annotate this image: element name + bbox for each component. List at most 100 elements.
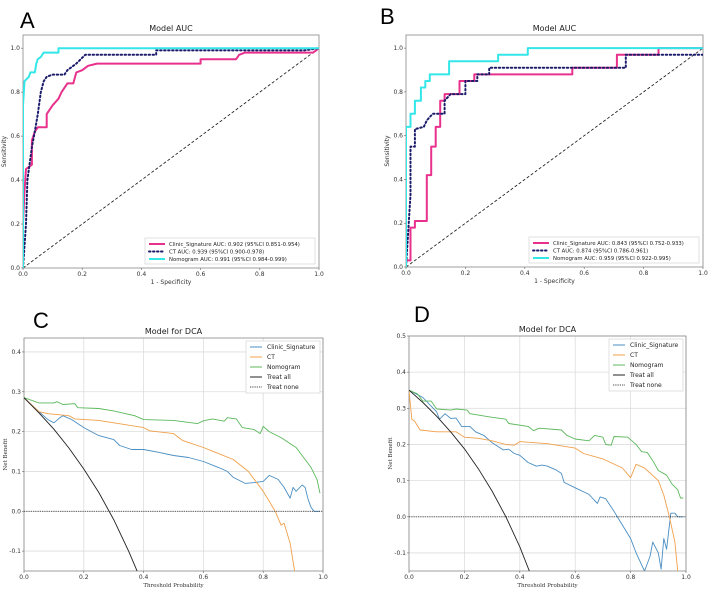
y-tick-label: 0.4 xyxy=(393,176,403,183)
series-line-nomogram xyxy=(406,47,703,267)
legend-label: CT AUC: 0.939 (95%CI 0.900-0.978) xyxy=(169,250,264,256)
series-line-nomogram xyxy=(23,47,319,268)
y-tick-label: 0.4 xyxy=(11,349,21,356)
legend-label: Treat all xyxy=(629,372,654,379)
y-tick-label: 0.0 xyxy=(396,514,406,521)
y-axis-label: Net Benefit xyxy=(3,438,9,471)
y-tick-label: 1.0 xyxy=(10,45,20,52)
legend-label: Treat all xyxy=(266,374,291,381)
x-axis-label: 1 - Specificity xyxy=(534,278,575,285)
legend: Clinic_Signature AUC: 0.902 (95%CI 0.851… xyxy=(144,237,316,265)
panel-label: B xyxy=(380,4,395,29)
legend-box xyxy=(528,236,700,264)
x-tick-label: 0.0 xyxy=(18,271,28,278)
x-tick-label: 0.6 xyxy=(196,271,206,278)
x-tick-label: 0.2 xyxy=(79,574,89,581)
reference-diagonal xyxy=(405,47,704,268)
y-tick-label: 0.4 xyxy=(10,177,20,184)
x-tick-label: 0.4 xyxy=(139,574,149,581)
y-tick-label: 0.2 xyxy=(396,441,406,448)
x-tick-label: 0.6 xyxy=(579,270,589,277)
y-tick-label: 0.6 xyxy=(393,133,403,140)
reference-diagonal xyxy=(22,47,320,269)
panel-b: B Model AUC 0.0 0.2 0.4 0.6 0.8 1.0 0.0 0.2 0.4 0.6… xyxy=(380,4,708,285)
x-tick-label: 0.8 xyxy=(626,574,636,581)
x-tick-label: 0.4 xyxy=(520,270,530,277)
legend-label: Clinic_Signature xyxy=(630,342,679,349)
plot-frame xyxy=(408,335,687,572)
y-tick-label: 0.1 xyxy=(11,468,21,475)
legend-label: Treat none xyxy=(266,384,299,391)
legend-label: CT xyxy=(267,354,275,361)
legend: Clinic_Signature CT Nomogram Treat all Treat… xyxy=(608,338,684,392)
legend-label: Nomogram AUC: 0.959 (95%CI 0.922-0.995) xyxy=(553,256,671,262)
y-tick-label: 0.5 xyxy=(396,333,406,340)
x-axis-label: Threshold Probability xyxy=(143,583,204,589)
plot-frame xyxy=(405,34,704,268)
legend-label: Clinic_Signature AUC: 0.902 (95%CI 0.851… xyxy=(169,242,300,248)
y-axis-label: Sensitivity xyxy=(384,135,391,167)
y-tick-label: 0.3 xyxy=(396,405,406,412)
x-tick-label: 1.0 xyxy=(318,574,328,581)
panel-label: C xyxy=(33,308,49,333)
y-axis-label: Sensitivity xyxy=(1,135,8,167)
legend: Clinic_Signature CT Nomogram Treat all Treat… xyxy=(245,340,321,394)
y-tick-label: 0.3 xyxy=(11,389,21,396)
series-line-ct xyxy=(23,47,319,268)
legend-label: Nomogram xyxy=(267,364,301,371)
panel-a: A Model AUC 0.0 0.2 0.4 0.6 0.8 1.0 0.0 0.2 0.4 0.6… xyxy=(1,8,324,286)
x-tick-label: 0.0 xyxy=(404,574,414,581)
y-tick-label: 0.1 xyxy=(396,478,406,485)
x-tick-label: 0.6 xyxy=(199,574,209,581)
x-tick-label: 0.0 xyxy=(401,270,411,277)
x-tick-label: 0.4 xyxy=(515,574,525,581)
y-tick-label: 0.0 xyxy=(11,508,21,515)
y-tick-label: 0.0 xyxy=(393,264,403,271)
x-tick-label: 0.4 xyxy=(137,271,147,278)
y-axis-label: Net Benefit xyxy=(388,437,394,470)
y-tick-label: 0.0 xyxy=(10,265,20,272)
chart-title: Model AUC xyxy=(149,24,193,33)
series-line-treat xyxy=(24,397,138,571)
x-tick-label: 1.0 xyxy=(314,271,324,278)
y-tick-label: 0.6 xyxy=(10,133,20,140)
y-tick-label: 0.8 xyxy=(393,89,403,96)
x-tick-label: 0.8 xyxy=(255,271,265,278)
series-line-clinic-signature xyxy=(409,389,684,571)
x-tick-label: 0.8 xyxy=(258,574,268,581)
series-line-nomogram xyxy=(409,389,684,499)
chart-title: Model for DCA xyxy=(145,327,203,336)
legend-label: Clinic_Signature AUC: 0.843 (95%CI 0.752… xyxy=(553,241,684,247)
series-line-ct xyxy=(406,53,703,267)
x-tick-label: 0.2 xyxy=(460,574,470,581)
panel-label: A xyxy=(20,8,35,33)
x-tick-label: 0.2 xyxy=(77,271,87,278)
panel-label: D xyxy=(414,302,430,327)
chart-title: Model AUC xyxy=(533,24,577,33)
series-line-ct xyxy=(409,390,679,571)
series-line-clinic-signature xyxy=(24,397,320,512)
x-tick-label: 1.0 xyxy=(698,270,708,277)
chart-title: Model for DCA xyxy=(519,325,577,334)
legend-label: Nomogram AUC: 0.991 (95%CI 0.984-0.999) xyxy=(169,257,287,263)
legend-label: Nomogram xyxy=(630,362,664,369)
x-axis-label: 1 - Specificity xyxy=(151,279,192,286)
y-tick-label: 0.2 xyxy=(393,220,403,227)
y-tick-label: 0.2 xyxy=(11,429,21,436)
series-line-treat xyxy=(409,389,530,571)
y-tick-label: 0.8 xyxy=(10,89,20,96)
panel-c: C Model for DCA 0.0 0.2 0.4 0.6 0.8 1.0 -0.1 0.0 0… xyxy=(3,308,328,589)
y-tick-label: -0.1 xyxy=(9,548,21,555)
panel-d: D Model for DCA 0.0 0.2 0.4 0.6 0.8 1.0 -0.1 0.0 0… xyxy=(388,302,691,589)
series-line-ct xyxy=(24,397,296,571)
x-tick-label: 0.2 xyxy=(461,270,471,277)
x-tick-label: 0.0 xyxy=(19,574,29,581)
x-axis-label: Threshold Probability xyxy=(517,583,578,589)
legend-label: Clinic_Signature xyxy=(267,344,316,351)
y-tick-label: 0.2 xyxy=(10,221,20,228)
x-tick-label: 1.0 xyxy=(681,574,691,581)
legend: Clinic_Signature AUC: 0.843 (95%CI 0.752… xyxy=(528,236,700,264)
y-tick-label: 1.0 xyxy=(393,45,403,52)
y-tick-label: -0.1 xyxy=(394,550,406,557)
